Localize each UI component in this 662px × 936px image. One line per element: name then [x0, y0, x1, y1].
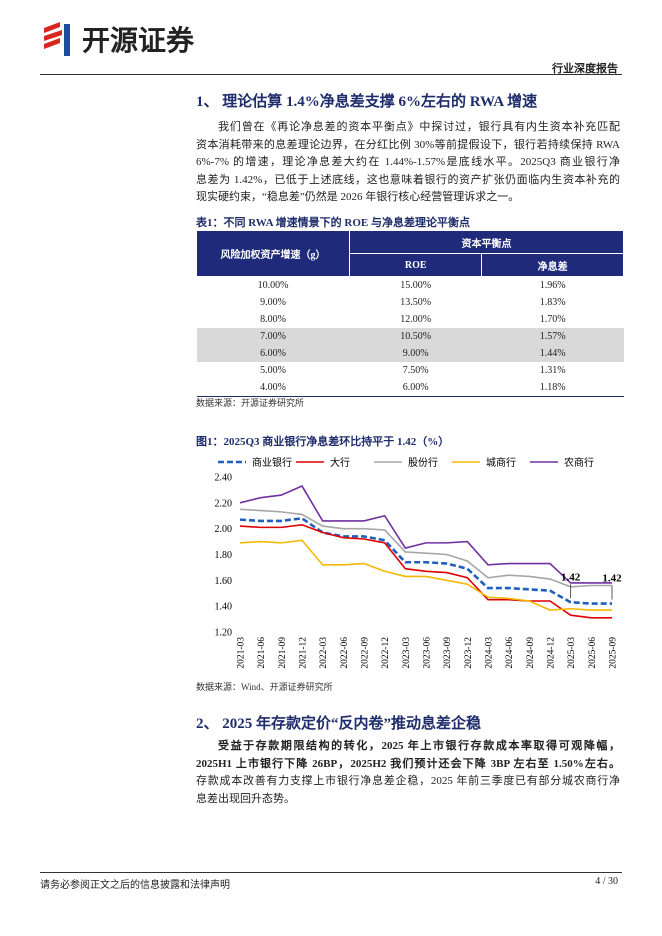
- table-row: 5.00% 7.50% 1.31%: [197, 362, 624, 379]
- y-tick-label: 1.20: [215, 628, 233, 639]
- logo-mark: [64, 24, 70, 56]
- cell: 1.31%: [539, 365, 566, 376]
- text-line: 我们曾在《再论净息差的资本平衡点》中探讨过，银行具有内生资本补充匹配: [218, 121, 620, 133]
- x-tick-label: 2021-03: [237, 637, 247, 669]
- logo-text: 开源证券: [82, 25, 195, 57]
- cell: 8.00%: [260, 314, 286, 325]
- x-tick-label: 2024-03: [485, 637, 495, 669]
- annotation: 1.42: [561, 571, 581, 583]
- text-line: 息差出现回升态势。: [196, 792, 295, 805]
- text-line: 资本消耗带来的息差理论边界，在分红比例 30%等前提假设下，银行若持续保持 RW…: [196, 138, 620, 151]
- y-tick-label: 1.40: [215, 602, 233, 613]
- th: 资本平衡点: [349, 230, 624, 254]
- legend-label: 城商行: [486, 456, 516, 469]
- text-line: 受益于存款期限结构的转化，2025 年上市银行存款成本率取得可观降幅，: [218, 740, 620, 752]
- series-line: [239, 485, 612, 584]
- logo: 开源证券: [44, 22, 195, 57]
- x-tick-label: 2021-06: [257, 637, 267, 669]
- table-row: 4.00% 6.00% 1.18%: [197, 379, 624, 397]
- report-type: 行业深度报告: [552, 63, 618, 75]
- heading: 1、 理论估算 1.4%净息差支撑 6%左右的 RWA 增速: [196, 94, 538, 110]
- cell: 12.00%: [400, 314, 432, 325]
- x-tick-label: 2025-03: [567, 637, 577, 669]
- x-tick-label: 2021-09: [278, 637, 288, 669]
- legend-label: 农商行: [564, 456, 594, 469]
- cell: 1.44%: [481, 345, 624, 362]
- x-tick-label: 2025-09: [609, 637, 619, 669]
- rule: [40, 872, 622, 873]
- logo-mark: [44, 22, 62, 49]
- paragraph: 我们曾在《再论净息差的资本平衡点》中探讨过，银行具有内生资本补充匹配资本消耗带来…: [196, 119, 620, 207]
- series-line: [239, 508, 612, 588]
- th: 风险加权资产增速（g）: [196, 230, 350, 277]
- cell: 6.00%: [196, 345, 350, 362]
- table-row: 10.00% 15.00% 1.96%: [197, 277, 624, 295]
- x-tick-label: 2023-12: [464, 637, 474, 669]
- x-tick-label: 2024-09: [526, 637, 536, 669]
- legend-label: 股份行: [408, 456, 438, 469]
- cell: 9.00%: [349, 345, 482, 362]
- rule: [40, 74, 622, 75]
- cell: 1.70%: [539, 314, 566, 325]
- text-line: 6%-7% 的增速，理论净息差大约在 1.44%-1.57%是底线水平。2025…: [196, 156, 620, 168]
- x-tick-label: 2025-06: [588, 637, 598, 669]
- cell: 6.00%: [402, 382, 429, 393]
- cell: 1.18%: [539, 382, 566, 393]
- y-tick-label: 1.60: [215, 576, 233, 587]
- cell: 7.50%: [402, 365, 429, 376]
- cell: 1.96%: [539, 280, 566, 291]
- x-tick-label: 2023-03: [402, 637, 412, 669]
- series-line: [239, 516, 612, 605]
- th: 净息差: [481, 253, 624, 277]
- figure-caption: 图1：2025Q3 商业银行净息差环比持平于 1.42（%）: [196, 436, 450, 448]
- x-tick-label: 2021-12: [299, 637, 309, 669]
- cell: 10.50%: [349, 328, 482, 345]
- paragraph: 受益于存款期限结构的转化，2025 年上市银行存款成本率取得可观降幅， 2025H…: [196, 738, 620, 808]
- disclaimer: 请务必参阅正文之后的信息披露和法律声明: [40, 880, 230, 891]
- cell: 4.00%: [260, 382, 286, 393]
- cell: 1.57%: [481, 328, 624, 345]
- legend-label: 大行: [330, 456, 350, 469]
- page-number: 4 / 30: [595, 876, 618, 887]
- source: 数据来源：开源证券研究所: [196, 398, 305, 408]
- table-row: 6.00% 9.00% 1.44%: [196, 345, 624, 362]
- table-row: 9.00% 13.50% 1.83%: [197, 294, 624, 311]
- table-row: 8.00% 12.00% 1.70%: [197, 311, 624, 328]
- x-tick-label: 2022-06: [340, 637, 350, 669]
- cell: 13.50%: [400, 297, 432, 308]
- x-tick-label: 2023-06: [423, 637, 433, 669]
- y-tick-label: 2.20: [215, 498, 233, 509]
- x-tick-label: 2022-03: [319, 637, 329, 669]
- text-line: 2025H1 上市银行下降 26BP，2025H2 我们预计还会下降 3BP 左…: [196, 757, 620, 770]
- table: 风险加权资产增速（g） 资本平衡点 ROE 净息差 10.00% 15.00% 1.96…: [196, 230, 624, 397]
- legend-label: 商业银行: [252, 456, 292, 469]
- cell: 5.00%: [260, 365, 286, 376]
- cell: 9.00%: [260, 297, 286, 308]
- y-tick-label: 2.00: [215, 524, 233, 535]
- x-tick-label: 2022-09: [361, 637, 371, 669]
- x-tick-label: 2022-12: [381, 637, 391, 669]
- x-tick-label: 2024-06: [505, 637, 515, 669]
- text-line: 息差为 1.42%，已低于上述底线，这也意味着银行的资产扩张仍面临内生资本补充的: [196, 173, 620, 186]
- th: ROE: [348, 253, 483, 277]
- heading: 2、 2025 年存款定价“反内卷”推动息差企稳: [196, 716, 482, 732]
- table-row: 7.00% 10.50% 1.57%: [196, 328, 624, 345]
- x-tick-label: 2023-09: [443, 637, 453, 669]
- cell: 15.00%: [400, 280, 432, 291]
- annotation: 1.42: [602, 573, 622, 585]
- y-tick-label: 2.40: [215, 473, 233, 484]
- source: 数据来源：Wind、开源证券研究所: [196, 682, 333, 692]
- table-caption: 表1：不同 RWA 增速情景下的 ROE 与净息差理论平衡点: [196, 217, 471, 229]
- cell: 7.00%: [196, 328, 350, 345]
- series-line: [239, 539, 612, 611]
- series-line: [239, 523, 612, 619]
- chart: 1.20 1.40 1.60 1.80 2.00 2.20 2.40 2021-03 2021-…: [215, 456, 623, 669]
- x-tick-label: 2024-12: [547, 637, 557, 669]
- cell: 1.83%: [539, 297, 566, 308]
- text-line: 存款成本改善有力支撑上市银行净息差企稳，2025 年前三季度已有部分城农商行净: [196, 775, 620, 787]
- text-line: 现实硬约束，“稳息差”仍然是 2026 年银行核心经营管理诉求之一。: [196, 191, 520, 203]
- cell: 10.00%: [257, 280, 289, 291]
- y-tick-label: 1.80: [215, 550, 233, 561]
